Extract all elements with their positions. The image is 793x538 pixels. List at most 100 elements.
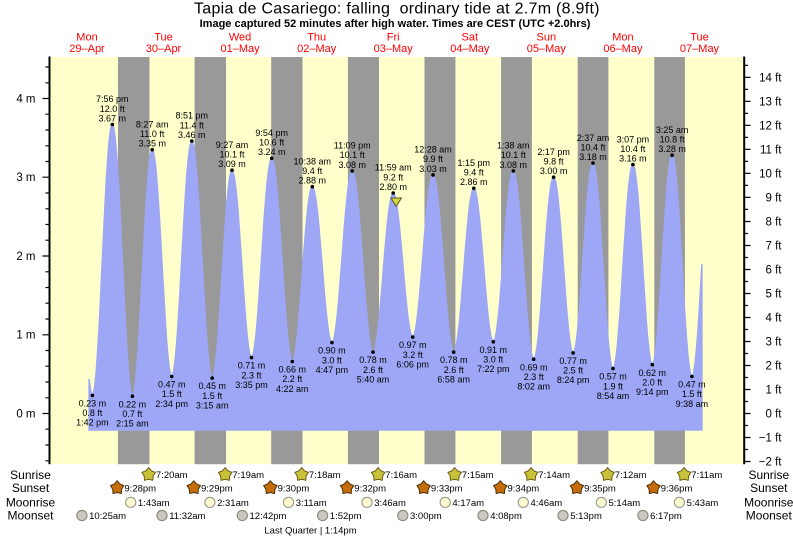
svg-text:3.08 m: 3.08 m xyxy=(500,160,528,170)
svg-text:1:38 am: 1:38 am xyxy=(497,141,530,151)
svg-text:1 ft: 1 ft xyxy=(766,384,783,396)
svg-text:29–Apr: 29–Apr xyxy=(69,43,105,55)
svg-text:3.00 m: 3.00 m xyxy=(540,166,568,176)
svg-text:3:11am: 3:11am xyxy=(296,498,327,509)
svg-text:−2 ft: −2 ft xyxy=(759,456,783,468)
svg-text:10.1 ft: 10.1 ft xyxy=(219,150,245,160)
svg-text:1:15 pm: 1:15 pm xyxy=(458,158,491,168)
svg-text:3.0 ft: 3.0 ft xyxy=(322,355,343,365)
svg-text:2.86 m: 2.86 m xyxy=(460,177,488,187)
svg-text:Sunrise: Sunrise xyxy=(10,468,51,482)
svg-text:2.88 m: 2.88 m xyxy=(299,176,327,186)
svg-text:12:28 am: 12:28 am xyxy=(414,145,452,155)
svg-text:0.45 m: 0.45 m xyxy=(198,381,226,391)
svg-text:10.6 ft: 10.6 ft xyxy=(259,138,285,148)
svg-text:Fri: Fri xyxy=(387,31,400,43)
svg-text:0.97 m: 0.97 m xyxy=(399,340,427,350)
svg-text:9.2 ft: 9.2 ft xyxy=(383,172,404,182)
svg-text:2.2 ft: 2.2 ft xyxy=(282,374,303,384)
svg-text:01–May: 01–May xyxy=(221,43,261,55)
svg-text:7 ft: 7 ft xyxy=(766,240,783,252)
svg-text:10.4 ft: 10.4 ft xyxy=(620,144,646,154)
svg-text:0.90 m: 0.90 m xyxy=(318,346,346,356)
svg-text:3.28 m: 3.28 m xyxy=(658,144,686,154)
svg-text:10.1 ft: 10.1 ft xyxy=(340,150,366,160)
svg-text:8:24 pm: 8:24 pm xyxy=(557,375,590,385)
svg-text:2:15 am: 2:15 am xyxy=(116,419,149,429)
svg-text:4:22 am: 4:22 am xyxy=(276,384,309,394)
svg-text:1 m: 1 m xyxy=(16,330,35,342)
svg-text:8:02 am: 8:02 am xyxy=(517,382,550,392)
svg-text:0.23 m: 0.23 m xyxy=(79,399,107,409)
svg-text:2.3 ft: 2.3 ft xyxy=(524,372,545,382)
svg-text:07–May: 07–May xyxy=(680,43,720,55)
svg-text:10.4 ft: 10.4 ft xyxy=(580,142,606,152)
svg-text:2.80 m: 2.80 m xyxy=(379,182,407,192)
svg-text:Sunset: Sunset xyxy=(750,481,788,495)
svg-text:3:25 am: 3:25 am xyxy=(656,125,689,135)
svg-text:3.18 m: 3.18 m xyxy=(579,152,607,162)
svg-text:Sun: Sun xyxy=(537,31,557,43)
svg-text:10:38 am: 10:38 am xyxy=(294,156,332,166)
svg-text:2.3 ft: 2.3 ft xyxy=(241,370,262,380)
svg-text:3 ft: 3 ft xyxy=(766,336,783,348)
svg-text:05–May: 05–May xyxy=(527,43,567,55)
svg-text:−1 ft: −1 ft xyxy=(759,432,783,444)
svg-text:3:46am: 3:46am xyxy=(374,498,406,509)
svg-text:11.0 ft: 11.0 ft xyxy=(140,129,165,139)
svg-text:13 ft: 13 ft xyxy=(759,96,782,108)
svg-text:3.46 m: 3.46 m xyxy=(178,130,206,140)
svg-text:0.66 m: 0.66 m xyxy=(279,365,307,375)
svg-text:11 ft: 11 ft xyxy=(760,144,782,156)
svg-text:6:17pm: 6:17pm xyxy=(650,511,682,522)
svg-text:06–May: 06–May xyxy=(603,43,643,55)
svg-text:0.91 m: 0.91 m xyxy=(480,345,508,355)
svg-text:4 ft: 4 ft xyxy=(766,312,783,324)
svg-text:9:32pm: 9:32pm xyxy=(354,483,386,494)
svg-text:2:31am: 2:31am xyxy=(217,498,249,509)
svg-text:0.62 m: 0.62 m xyxy=(639,368,667,378)
svg-text:3.2 ft: 3.2 ft xyxy=(403,350,424,360)
svg-text:02–May: 02–May xyxy=(297,43,337,55)
svg-text:9:35pm: 9:35pm xyxy=(584,483,616,494)
svg-text:9:54 pm: 9:54 pm xyxy=(255,128,288,138)
svg-text:3:35 pm: 3:35 pm xyxy=(235,380,268,390)
svg-text:3.35 m: 3.35 m xyxy=(138,139,166,149)
svg-text:9.4 ft: 9.4 ft xyxy=(464,168,485,178)
svg-text:9 ft: 9 ft xyxy=(766,192,783,204)
svg-text:5:40 am: 5:40 am xyxy=(357,374,390,384)
svg-text:4:08pm: 4:08pm xyxy=(490,511,522,522)
svg-text:7:56 pm: 7:56 pm xyxy=(96,94,129,104)
svg-text:1.5 ft: 1.5 ft xyxy=(162,389,183,399)
svg-text:0.57 m: 0.57 m xyxy=(599,372,627,382)
svg-text:Tapia de Casariego: falling o: Tapia de Casariego: falling ordinary tid… xyxy=(194,0,600,17)
svg-text:3:00pm: 3:00pm xyxy=(410,511,442,522)
svg-text:1.5 ft: 1.5 ft xyxy=(682,389,703,399)
svg-text:6 ft: 6 ft xyxy=(766,264,783,276)
svg-text:Thu: Thu xyxy=(307,31,326,43)
svg-text:9:14 pm: 9:14 pm xyxy=(636,387,669,397)
svg-text:Image captured 52 minutes afte: Image captured 52 minutes after high wat… xyxy=(200,18,591,30)
svg-text:Moonset: Moonset xyxy=(746,509,793,523)
svg-text:0.7 ft: 0.7 ft xyxy=(122,409,143,419)
svg-text:9.4 ft: 9.4 ft xyxy=(302,166,323,176)
svg-text:11:09 pm: 11:09 pm xyxy=(334,141,371,151)
svg-text:1:42 pm: 1:42 pm xyxy=(76,418,109,428)
svg-text:0.78 m: 0.78 m xyxy=(440,355,468,365)
svg-text:2.6 ft: 2.6 ft xyxy=(444,365,465,375)
svg-text:12:42pm: 12:42pm xyxy=(250,511,287,522)
svg-text:0.71 m: 0.71 m xyxy=(238,361,266,371)
svg-text:7:12am: 7:12am xyxy=(615,470,647,481)
svg-text:11.4 ft: 11.4 ft xyxy=(180,120,205,130)
svg-text:04–May: 04–May xyxy=(450,43,490,55)
svg-text:1.5 ft: 1.5 ft xyxy=(202,391,223,401)
svg-text:8:54 am: 8:54 am xyxy=(597,391,630,401)
svg-text:9:29pm: 9:29pm xyxy=(201,483,233,494)
svg-text:0.69 m: 0.69 m xyxy=(520,362,548,372)
svg-text:10 ft: 10 ft xyxy=(759,168,782,180)
svg-text:4:17am: 4:17am xyxy=(452,498,484,509)
svg-text:8 ft: 8 ft xyxy=(766,216,783,228)
svg-text:0 ft: 0 ft xyxy=(766,408,783,420)
svg-text:4:46am: 4:46am xyxy=(531,498,563,509)
svg-text:7:11am: 7:11am xyxy=(691,470,722,481)
